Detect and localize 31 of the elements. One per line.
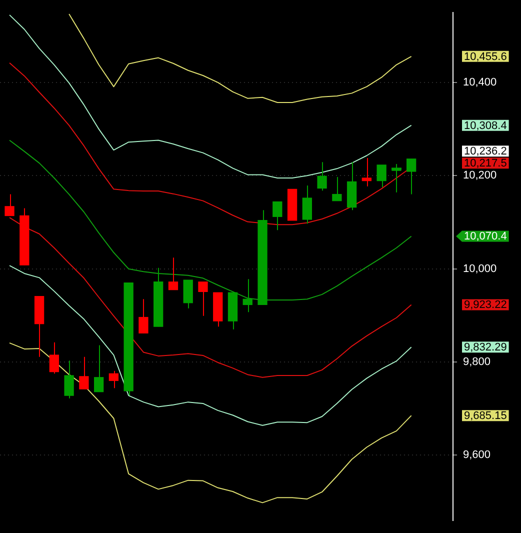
candlestick (302, 184, 312, 224)
candlestick (64, 360, 74, 399)
candlestick (168, 257, 178, 290)
candlestick (376, 164, 386, 188)
text: 9,832.29 (464, 342, 507, 354)
text: 10,455.6 (464, 50, 507, 63)
text: 9,923.22 (464, 299, 507, 312)
candlestick (49, 342, 59, 374)
y-tick-label: 10,400 (463, 76, 497, 89)
candlestick (138, 298, 148, 334)
candlestick (332, 176, 342, 202)
candlestick (108, 370, 119, 389)
candlestick (362, 157, 372, 187)
candlestick (406, 158, 416, 195)
candlestick (272, 201, 282, 231)
text: 10,217.5 (464, 158, 507, 170)
text: 10,236.2 (464, 146, 507, 158)
text: 9,685.15 (464, 410, 507, 422)
y-tick-label: 10,200 (463, 170, 497, 182)
y-tick-label: 9,600 (463, 449, 491, 462)
candlestick (79, 356, 89, 390)
y-tick-label: 9,800 (463, 356, 491, 368)
text: 10,308.4 (464, 120, 507, 132)
candlestick (198, 281, 208, 316)
candlestick (317, 162, 327, 192)
candlestick (183, 280, 193, 309)
candlestick (4, 194, 14, 216)
y-tick-label: 10,000 (463, 262, 497, 275)
candlestick (242, 278, 252, 313)
text: 10,070.4 (464, 230, 507, 243)
candlestick (94, 344, 104, 392)
